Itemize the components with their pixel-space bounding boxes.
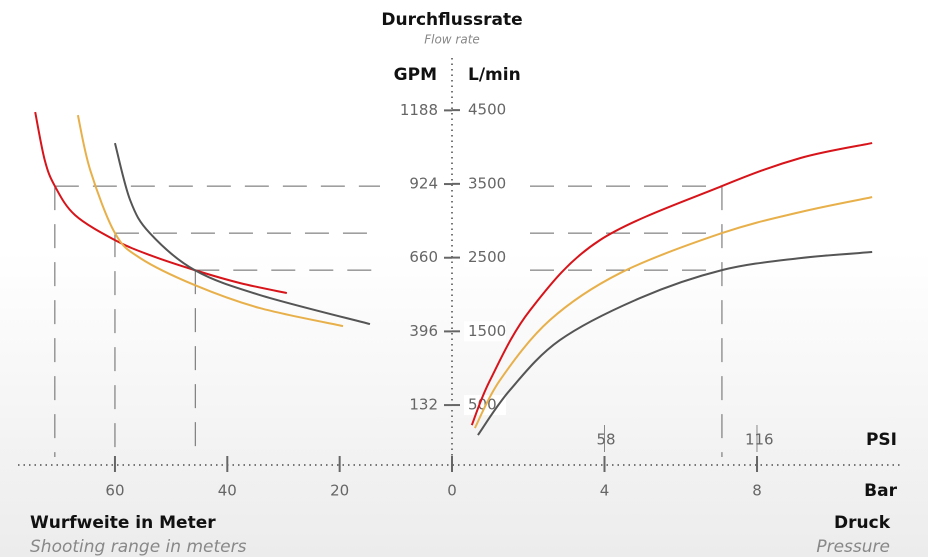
x2-axis-unit: PSI bbox=[866, 430, 897, 450]
label-bg bbox=[464, 173, 506, 194]
right-x-sublabel: Pressure bbox=[816, 537, 890, 557]
y-tick-label: 3500 bbox=[468, 174, 506, 192]
left-x-tick-label: 20 bbox=[330, 482, 349, 500]
y-tick-label: 1500 bbox=[468, 322, 506, 340]
right-x-label: Druck bbox=[834, 513, 891, 533]
chart-subtitle: Flow rate bbox=[424, 33, 480, 47]
chart-title: Durchflussrate bbox=[381, 10, 522, 30]
y-tick-label: 2500 bbox=[468, 248, 506, 266]
left-curve bbox=[34, 111, 288, 295]
left-x-tick-label: 60 bbox=[105, 482, 124, 500]
y2-tick-label: 924 bbox=[409, 175, 438, 193]
x-axis-unit: Bar bbox=[864, 481, 897, 501]
y-axis-label: L/min bbox=[468, 65, 521, 85]
left-x-label: Wurfweite in Meter bbox=[30, 513, 216, 533]
right-x-tick-label: 8 bbox=[752, 482, 762, 500]
y2-tick-label: 396 bbox=[409, 322, 438, 340]
left-x-tick-label: 40 bbox=[218, 482, 237, 500]
y2-tick-label: 1188 bbox=[400, 101, 438, 119]
y-tick-label: 4500 bbox=[468, 101, 506, 119]
left-x-tick-label: 0 bbox=[447, 482, 457, 500]
right-x-tick-label: 4 bbox=[600, 482, 610, 500]
y2-tick-label: 132 bbox=[409, 396, 438, 414]
y-tick-label: 500 bbox=[468, 396, 497, 414]
right-curve bbox=[470, 142, 873, 426]
y2-tick-label: 660 bbox=[409, 248, 438, 266]
y2-axis-label: GPM bbox=[394, 65, 437, 85]
x2-tick-label: 116 bbox=[745, 431, 774, 449]
label-bg bbox=[464, 321, 506, 342]
label-bg bbox=[464, 100, 506, 121]
label-bg bbox=[464, 247, 506, 268]
left-x-sublabel: Shooting range in meters bbox=[30, 537, 247, 557]
left-curve bbox=[113, 142, 371, 326]
left-curve bbox=[76, 114, 344, 328]
x2-tick-label: 58 bbox=[596, 431, 615, 449]
right-curve bbox=[477, 251, 873, 436]
right-curve bbox=[473, 196, 873, 429]
